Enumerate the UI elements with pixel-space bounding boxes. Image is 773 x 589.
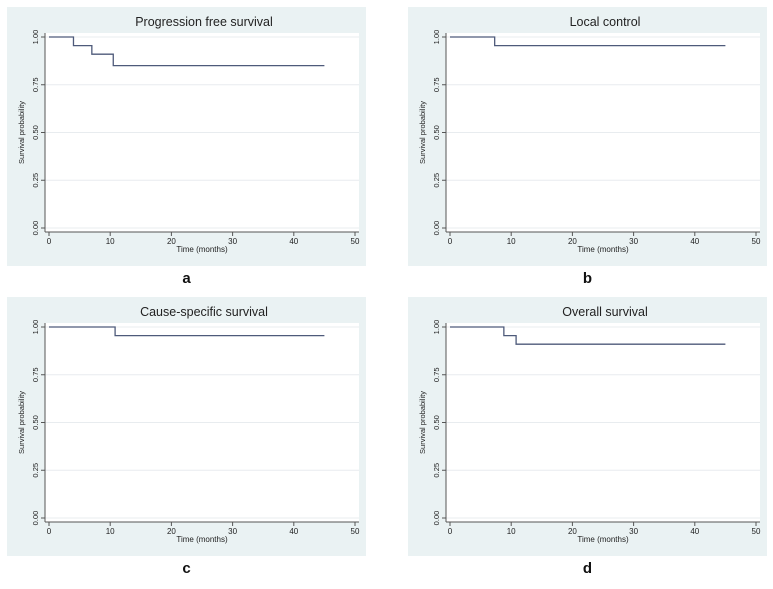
x-tick-label: 0 xyxy=(47,527,52,536)
y-tick-label: 0.25 xyxy=(31,463,40,478)
x-tick-label: 50 xyxy=(351,527,360,536)
y-tick-label: 0.00 xyxy=(31,221,40,236)
chart-svg-b: 0.00 0.25 0.50 0.75 1.00 0 10 20 30 40 50 Time (mon… xyxy=(408,7,767,266)
x-tick-label: 20 xyxy=(167,527,176,536)
x-tick-label: 50 xyxy=(752,527,761,536)
y-tick-label: 0.25 xyxy=(31,173,40,188)
x-tick-label: 20 xyxy=(568,527,577,536)
chart-title: Progression free survival xyxy=(135,15,273,29)
survival-curve xyxy=(49,326,325,337)
survival-curve xyxy=(450,326,726,345)
x-tick-label: 10 xyxy=(106,527,115,536)
chart-panel-b: 0.00 0.25 0.50 0.75 1.00 0 10 20 30 40 50 Time (mon… xyxy=(408,7,767,266)
y-tick-label: 1.00 xyxy=(31,30,40,45)
y-tick-label: 0.25 xyxy=(432,173,441,188)
x-tick-label: 0 xyxy=(47,237,52,246)
chart-title: Local control xyxy=(570,15,641,29)
y-axis-title: Survival probability xyxy=(17,101,26,164)
chart-panel-d: 0.00 0.25 0.50 0.75 1.00 0 10 20 30 40 50 Time (mon… xyxy=(408,297,767,556)
survival-curve xyxy=(450,36,726,47)
y-tick-label: 0.50 xyxy=(432,125,441,140)
x-tick-label: 10 xyxy=(507,237,516,246)
chart-svg-a: 0.00 0.25 0.50 0.75 1.00 0 10 20 30 40 50 Time (mon… xyxy=(7,7,366,266)
x-tick-label: 0 xyxy=(448,527,453,536)
x-tick-label: 30 xyxy=(629,237,638,246)
y-tick-label: 0.25 xyxy=(432,463,441,478)
chart-svg-c: 0.00 0.25 0.50 0.75 1.00 0 10 20 30 40 50 Time (mon… xyxy=(7,297,366,556)
panel-label-c: c xyxy=(182,560,191,577)
x-tick-label: 20 xyxy=(167,237,176,246)
x-tick-label: 40 xyxy=(289,527,298,536)
chart-panel-a: 0.00 0.25 0.50 0.75 1.00 0 10 20 30 40 50 Time (mon… xyxy=(7,7,366,266)
panel-label-b: b xyxy=(582,270,593,287)
y-axis-title: Survival probability xyxy=(418,391,427,454)
y-tick-label: 0.00 xyxy=(432,221,441,236)
x-tick-label: 50 xyxy=(752,237,761,246)
x-axis-title: Time (months) xyxy=(176,245,228,254)
y-tick-label: 1.00 xyxy=(432,30,441,45)
panel-label-a: a xyxy=(182,270,191,287)
chart-svg-d: 0.00 0.25 0.50 0.75 1.00 0 10 20 30 40 50 Time (mon… xyxy=(408,297,767,556)
chart-panel-c: 0.00 0.25 0.50 0.75 1.00 0 10 20 30 40 50 Time (mon… xyxy=(7,297,366,556)
y-tick-label: 0.00 xyxy=(31,511,40,526)
chart-title: Overall survival xyxy=(562,305,647,319)
x-tick-label: 30 xyxy=(228,237,237,246)
x-axis-title: Time (months) xyxy=(577,535,629,544)
y-tick-label: 0.75 xyxy=(432,367,441,382)
y-tick-label: 0.50 xyxy=(31,415,40,430)
y-axis-title: Survival probability xyxy=(418,101,427,164)
x-tick-label: 40 xyxy=(289,237,298,246)
x-tick-label: 0 xyxy=(448,237,453,246)
x-tick-label: 50 xyxy=(351,237,360,246)
x-axis-title: Time (months) xyxy=(176,535,228,544)
x-axis-title: Time (months) xyxy=(577,245,629,254)
y-tick-label: 0.50 xyxy=(31,125,40,140)
y-tick-label: 0.75 xyxy=(31,77,40,92)
panel-label-d: d xyxy=(582,560,593,577)
x-tick-label: 10 xyxy=(106,237,115,246)
x-tick-label: 30 xyxy=(629,527,638,536)
x-tick-label: 30 xyxy=(228,527,237,536)
y-tick-label: 1.00 xyxy=(31,320,40,335)
y-tick-label: 0.75 xyxy=(432,77,441,92)
y-tick-label: 0.75 xyxy=(31,367,40,382)
y-axis-title: Survival probability xyxy=(17,391,26,454)
survival-curve xyxy=(49,36,325,67)
x-tick-label: 40 xyxy=(690,527,699,536)
y-tick-label: 0.00 xyxy=(432,511,441,526)
chart-title: Cause-specific survival xyxy=(140,305,268,319)
y-tick-label: 0.50 xyxy=(432,415,441,430)
x-tick-label: 40 xyxy=(690,237,699,246)
x-tick-label: 10 xyxy=(507,527,516,536)
x-tick-label: 20 xyxy=(568,237,577,246)
y-tick-label: 1.00 xyxy=(432,320,441,335)
